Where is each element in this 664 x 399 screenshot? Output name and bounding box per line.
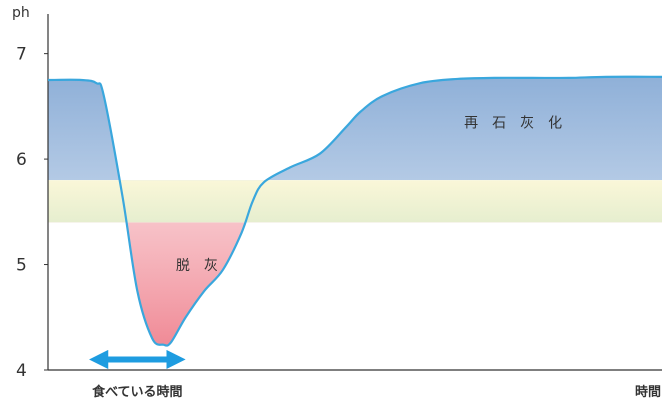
y-tick-label: 7 [16, 45, 27, 65]
eating-period-label: 食べている時間 [92, 384, 182, 399]
x-axis-label: 時間 [635, 384, 661, 399]
remineralization-area [48, 76, 662, 181]
ph-curve-line [47, 75, 663, 347]
y-axis-ticks: 4 5 6 7 [16, 45, 48, 381]
critical-ph-band [48, 180, 662, 223]
y-axis-label: ph [12, 5, 30, 21]
y-tick-label: 4 [16, 361, 27, 381]
demineralization-label: 脱 灰 [176, 258, 218, 274]
y-tick-label: 6 [16, 150, 27, 170]
demineralization-area [48, 222, 662, 346]
y-tick-label: 5 [16, 256, 27, 276]
remineralization-label: 再 石 灰 化 [464, 115, 562, 131]
